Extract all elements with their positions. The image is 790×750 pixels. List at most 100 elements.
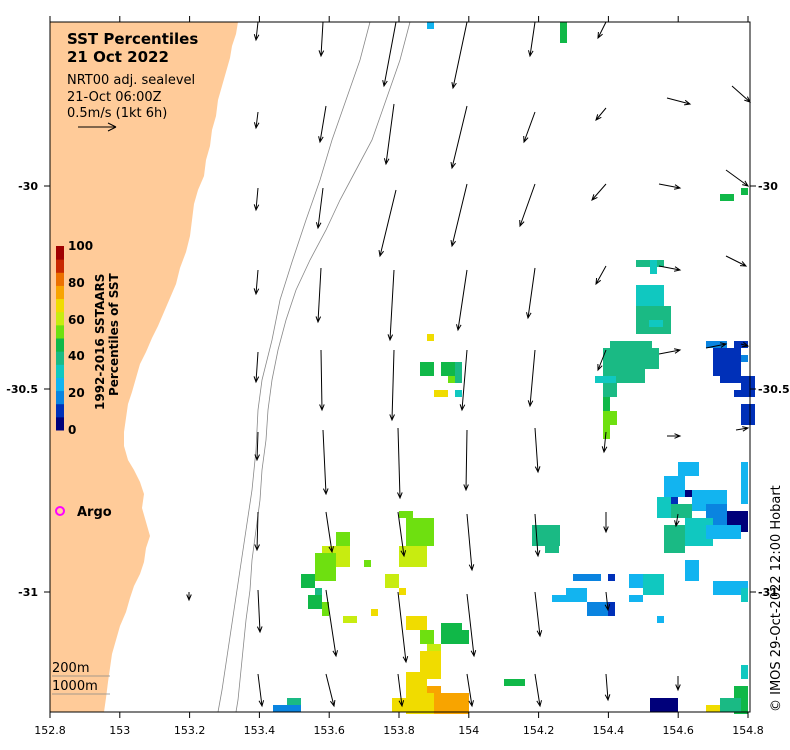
current-vector-arrow bbox=[658, 183, 682, 190]
sst-pixel-patch bbox=[720, 698, 741, 712]
current-vector-arrow bbox=[397, 427, 403, 500]
cbar-tick-20: 20 bbox=[68, 386, 85, 400]
colorbar bbox=[56, 246, 64, 431]
current-vector-arrow bbox=[591, 183, 607, 201]
x-tick-label: 153.2 bbox=[174, 724, 206, 737]
current-vector-arrow bbox=[256, 589, 263, 634]
current-vector-arrow bbox=[322, 429, 329, 496]
colorbar-swatch bbox=[56, 272, 64, 286]
sst-pixel-patch bbox=[603, 397, 610, 411]
sst-pixel-patch bbox=[617, 369, 645, 383]
sst-pixel-patch bbox=[287, 698, 301, 705]
current-vector-arrow bbox=[383, 103, 395, 166]
y-tick-label-right: -30.5 bbox=[758, 383, 790, 396]
cbar-tick-0: 0 bbox=[68, 423, 76, 437]
sst-pixel-patch bbox=[364, 560, 371, 567]
current-vector-arrow bbox=[603, 512, 609, 534]
current-vector-arrow bbox=[735, 426, 750, 432]
colorbar-swatch bbox=[56, 338, 64, 352]
sst-pixel-patch bbox=[624, 348, 659, 369]
sst-pixel-patch bbox=[399, 546, 427, 567]
current-vector-arrow bbox=[534, 427, 541, 474]
current-vector-arrow bbox=[595, 107, 607, 121]
contour-label-200m: 200m bbox=[52, 661, 89, 676]
current-vector-arrow bbox=[253, 269, 260, 296]
sst-pixel-patch bbox=[643, 574, 664, 595]
current-vectors bbox=[186, 21, 751, 708]
sst-pixel-patch bbox=[657, 616, 664, 623]
current-vector-arrow bbox=[450, 183, 468, 248]
product-label: NRT00 adj. sealevel bbox=[67, 73, 195, 88]
sst-pixel-patch bbox=[322, 602, 329, 616]
current-vector-arrow bbox=[389, 349, 395, 422]
sst-pixel-patch bbox=[560, 22, 567, 43]
current-vector-arrow bbox=[523, 111, 536, 144]
current-vector-arrow bbox=[601, 431, 608, 454]
current-vector-arrow bbox=[253, 21, 260, 42]
current-vector-arrow bbox=[658, 348, 682, 355]
vector-scale-label: 0.5m/s (1kt 6h) bbox=[67, 106, 167, 121]
sst-pixel-patch bbox=[678, 462, 699, 476]
sst-pixel-patch bbox=[603, 383, 617, 397]
current-vector-arrow bbox=[253, 111, 260, 130]
sst-pixel-patch bbox=[608, 602, 615, 616]
colorbar-title-1: 1992-2016 SSTAARS bbox=[93, 274, 107, 410]
colorbar-tick-labels: 100 80 60 40 20 0 bbox=[68, 239, 93, 437]
map-title: SST Percentiles bbox=[67, 30, 198, 48]
sst-pixel-patch bbox=[650, 698, 678, 712]
current-vector-arrow bbox=[597, 349, 607, 372]
x-tick-label: 153.6 bbox=[313, 724, 345, 737]
x-axis: 152.8 153 153.2 153.4 153.6 153.8 154 154.2 154.… bbox=[34, 16, 764, 737]
x-tick-label: 153 bbox=[109, 724, 130, 737]
colorbar-swatch bbox=[56, 390, 64, 405]
sst-pixel-patch bbox=[685, 560, 699, 581]
colorbar-swatch bbox=[56, 416, 64, 431]
current-vector-arrow bbox=[667, 433, 682, 439]
cbar-tick-40: 40 bbox=[68, 349, 85, 363]
sst-pixel-patch bbox=[603, 411, 617, 425]
current-vector-arrow bbox=[528, 21, 536, 58]
x-tick-label: 154 bbox=[458, 724, 479, 737]
sst-pixel-patch bbox=[399, 588, 406, 595]
sst-pixel-patch bbox=[462, 630, 469, 644]
current-vector-arrow bbox=[257, 673, 265, 708]
current-vector-arrow bbox=[315, 187, 324, 230]
cbar-tick-80: 80 bbox=[68, 276, 85, 290]
sst-pixel-patch bbox=[741, 188, 748, 195]
sst-pixel-patch bbox=[301, 574, 315, 588]
sst-pixel-patch bbox=[343, 616, 357, 623]
current-vector-arrow bbox=[186, 592, 192, 602]
colorbar-swatch bbox=[56, 364, 64, 378]
sst-pixel-patch bbox=[713, 581, 748, 595]
sst-pixel-patch bbox=[315, 588, 322, 595]
current-vector-arrow bbox=[378, 189, 397, 258]
current-vector-arrow bbox=[666, 97, 692, 106]
sst-pixel-patch bbox=[504, 679, 525, 686]
current-vector-arrow bbox=[597, 21, 607, 40]
current-vector-arrow bbox=[318, 21, 325, 58]
sst-pixel-patch bbox=[671, 497, 678, 504]
current-vector-arrow bbox=[675, 676, 681, 692]
sst-pixels bbox=[273, 22, 755, 714]
x-tick-label: 154.4 bbox=[593, 724, 625, 737]
current-vector-arrow bbox=[387, 269, 395, 342]
current-vector-arrow bbox=[315, 267, 322, 324]
sst-pixel-patch bbox=[420, 362, 434, 376]
current-vector-arrow bbox=[527, 349, 536, 408]
current-vector-arrow bbox=[526, 267, 536, 320]
sst-pixel-patch bbox=[406, 518, 434, 546]
sst-pixel-patch bbox=[441, 693, 469, 714]
sst-pixel-patch bbox=[664, 476, 685, 497]
sst-pixel-patch bbox=[603, 425, 610, 439]
y-tick-label-right: -30 bbox=[758, 180, 778, 193]
current-vector-arrow bbox=[456, 269, 468, 332]
current-vector-arrow bbox=[253, 187, 260, 212]
current-vector-arrow bbox=[705, 342, 728, 349]
x-tick-label: 153.8 bbox=[383, 724, 415, 737]
sst-pixel-patch bbox=[392, 698, 406, 712]
sst-pixel-patch bbox=[741, 355, 748, 362]
sst-pixel-patch bbox=[587, 574, 601, 581]
sst-pixel-patch bbox=[595, 376, 616, 383]
sst-pixel-patch bbox=[734, 390, 748, 397]
